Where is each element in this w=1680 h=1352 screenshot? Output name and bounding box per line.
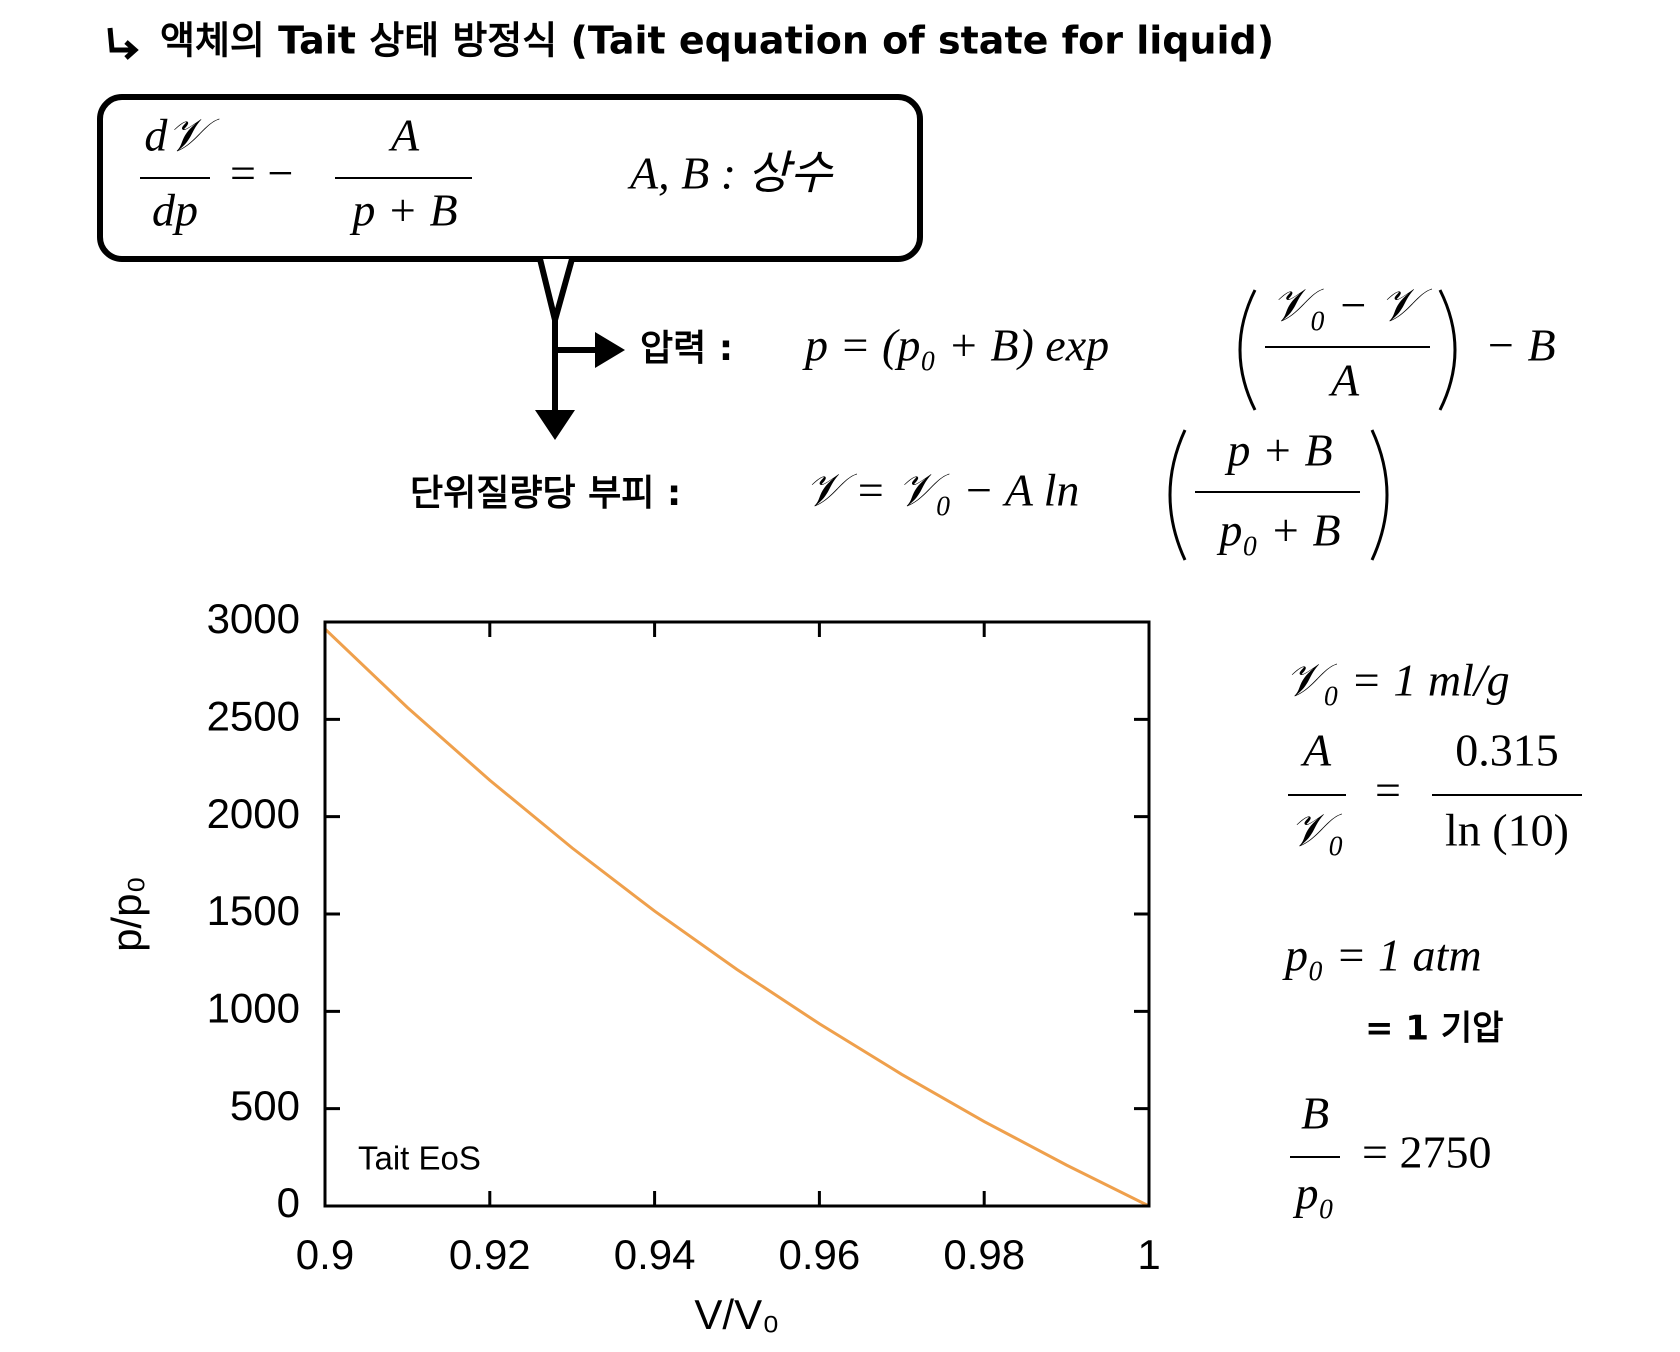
volume-label: 단위질량당 부피 : [410, 473, 681, 514]
box-eq: = − [230, 148, 293, 199]
y-tick-label: 1000 [207, 984, 300, 1031]
paren [1168, 429, 1187, 561]
branch-arrows [552, 320, 600, 415]
paren [1370, 429, 1389, 561]
paren [1238, 289, 1257, 411]
pressure-label: 압력 : [640, 328, 733, 369]
param-a-rhs-num: 0.315 [1455, 725, 1559, 776]
arrow-heads [535, 332, 625, 440]
equation-box [97, 94, 923, 262]
param-p0-note: = 1 기압 [1365, 1009, 1503, 1049]
y-tick-label: 0 [277, 1179, 300, 1226]
volume-den: p₀ + B [1216, 505, 1340, 556]
title-arrow [107, 27, 139, 60]
x-tick-label: 0.96 [779, 1231, 861, 1278]
legend-label: Tait EoS [358, 1140, 481, 1177]
x-tick-label: 1 [1137, 1231, 1160, 1278]
y-tick-label: 2000 [207, 790, 300, 837]
chart: 0 500 1000 1500 2000 2500 3000 0.9 0.92 0.94 0.96 0… [103, 595, 1161, 1338]
y-tick-label: 500 [230, 1082, 300, 1129]
y-tick-label: 3000 [207, 595, 300, 642]
box-rhs-den: p + B [349, 185, 457, 236]
box-rhs-num: A [388, 110, 420, 161]
param-v0: 𝒱₀ = 1 ml/g [1285, 655, 1510, 706]
y-tick-label: 2500 [207, 692, 300, 739]
param-b-rhs: = 2750 [1362, 1127, 1491, 1178]
box-constants: A, B : 상수 [627, 148, 834, 199]
param-p0: p₀ = 1 atm [1282, 930, 1482, 981]
param-a-eq: = [1375, 765, 1401, 816]
pressure-tail: − B [1485, 320, 1556, 371]
pressure-expr: p = (p₀ + B) exp [802, 320, 1109, 371]
param-b-den: p₀ [1293, 1168, 1335, 1219]
pressure-num: 𝒱₀ − 𝒱 [1272, 280, 1433, 331]
param-a-den: 𝒱₀ [1290, 805, 1344, 856]
x-tick-label: 0.98 [943, 1231, 1025, 1278]
param-a-rhs-den: ln (10) [1445, 805, 1569, 856]
line-series [323, 627, 1150, 1208]
box-lhs-den: dp [152, 185, 198, 236]
x-tick-label: 0.94 [614, 1231, 696, 1278]
volume-num: p + B [1224, 425, 1332, 476]
y-tick-label: 1500 [207, 887, 300, 934]
plot-frame [323, 620, 1151, 1208]
x-tick-label: 0.9 [296, 1231, 354, 1278]
x-axis-label: V/V₀ [694, 1291, 779, 1338]
volume-expr: 𝒱 = 𝒱₀ − A ln [805, 465, 1079, 516]
box-tail [537, 258, 575, 332]
title: 액체의 Tait 상태 방정식 (Tait equation of state … [160, 19, 1274, 63]
param-b-num: B [1301, 1088, 1329, 1139]
param-a-num: A [1300, 725, 1332, 776]
y-axis-label: p/p₀ [103, 876, 150, 952]
paren [1438, 289, 1457, 411]
box-lhs-num: d𝒱 [144, 110, 220, 161]
x-tick-label: 0.92 [449, 1231, 531, 1278]
pressure-den: A [1328, 355, 1360, 406]
